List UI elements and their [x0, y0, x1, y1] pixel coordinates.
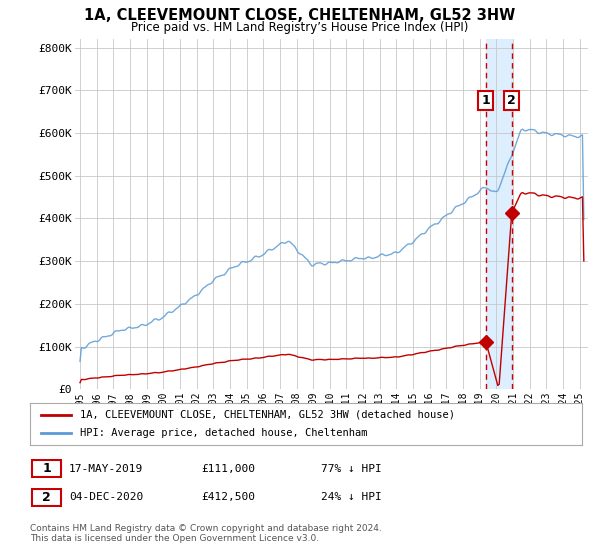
FancyBboxPatch shape [32, 489, 61, 506]
Text: 17-MAY-2019: 17-MAY-2019 [69, 464, 143, 474]
Text: £111,000: £111,000 [201, 464, 255, 474]
Text: 1: 1 [42, 462, 51, 475]
Text: 2: 2 [508, 94, 516, 107]
Text: 1A, CLEEVEMOUNT CLOSE, CHELTENHAM, GL52 3HW (detached house): 1A, CLEEVEMOUNT CLOSE, CHELTENHAM, GL52 … [80, 410, 455, 420]
Text: 1: 1 [482, 94, 490, 107]
Bar [486, 39, 512, 389]
Text: Price paid vs. HM Land Registry’s House Price Index (HPI): Price paid vs. HM Land Registry’s House … [131, 21, 469, 34]
Text: £412,500: £412,500 [201, 492, 255, 502]
Text: 24% ↓ HPI: 24% ↓ HPI [321, 492, 382, 502]
Text: Contains HM Land Registry data © Crown copyright and database right 2024.
This d: Contains HM Land Registry data © Crown c… [30, 524, 382, 543]
Text: HPI: Average price, detached house, Cheltenham: HPI: Average price, detached house, Chel… [80, 428, 367, 438]
Text: 1A, CLEEVEMOUNT CLOSE, CHELTENHAM, GL52 3HW: 1A, CLEEVEMOUNT CLOSE, CHELTENHAM, GL52 … [85, 8, 515, 24]
Text: 2: 2 [42, 491, 51, 504]
Text: 04-DEC-2020: 04-DEC-2020 [69, 492, 143, 502]
Text: 77% ↓ HPI: 77% ↓ HPI [321, 464, 382, 474]
FancyBboxPatch shape [32, 460, 61, 477]
